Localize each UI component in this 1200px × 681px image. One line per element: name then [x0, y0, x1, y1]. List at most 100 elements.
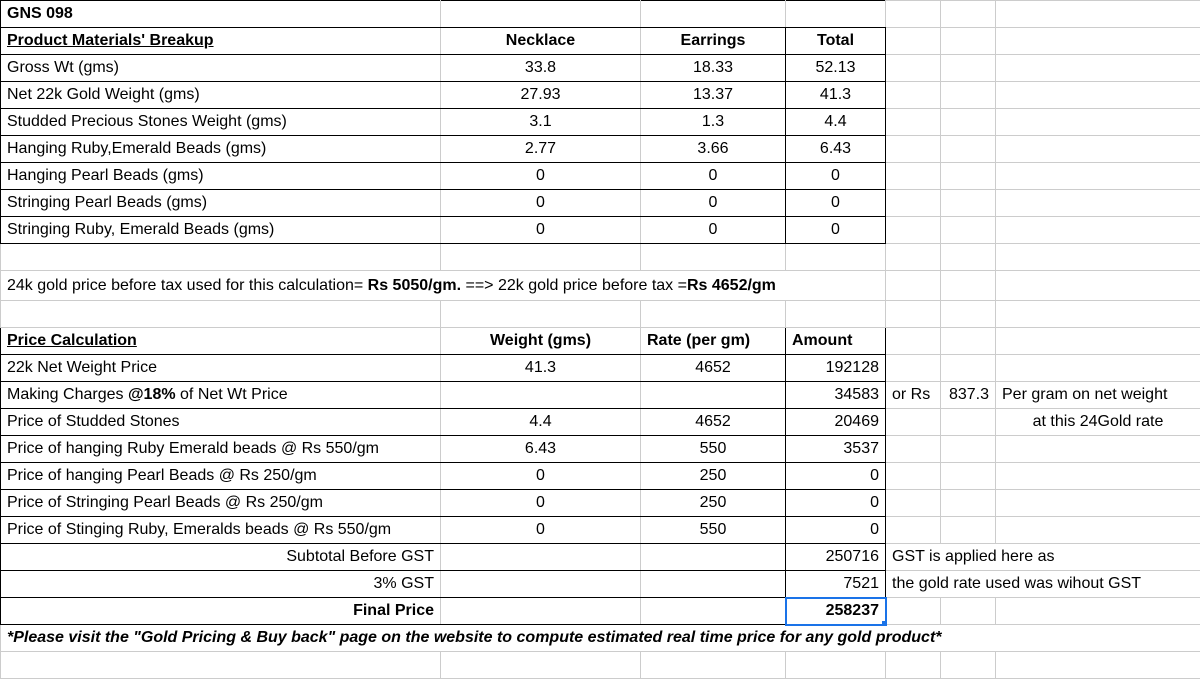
calc-label-making[interactable]: Making Charges @18% of Net Wt Price	[1, 382, 441, 409]
spreadsheet[interactable]: GNS 098 Product Materials' Breakup Neckl…	[0, 0, 1200, 679]
mat-label[interactable]: Hanging Ruby,Emerald Beads (gms)	[1, 136, 441, 163]
cell[interactable]	[941, 355, 996, 382]
calc-amt[interactable]: 3537	[786, 436, 886, 463]
calc-wt[interactable]: 0	[441, 463, 641, 490]
cell[interactable]	[996, 598, 1200, 625]
mat-necklace[interactable]: 0	[441, 190, 641, 217]
cell[interactable]	[886, 28, 941, 55]
cell[interactable]	[886, 463, 941, 490]
side-note[interactable]: Per gram on net weight	[996, 382, 1200, 409]
cell[interactable]	[941, 328, 996, 355]
cell[interactable]	[786, 301, 886, 328]
cell[interactable]	[996, 1, 1200, 28]
cell[interactable]	[996, 355, 1200, 382]
subtotal-label[interactable]: Subtotal Before GST	[1, 544, 441, 571]
cell[interactable]	[886, 82, 941, 109]
total-header[interactable]: Total	[786, 28, 886, 55]
calc-rate[interactable]: 4652	[641, 409, 786, 436]
cell[interactable]	[941, 28, 996, 55]
calc-amt[interactable]: 34583	[786, 382, 886, 409]
calc-rate[interactable]: 250	[641, 463, 786, 490]
mat-label[interactable]: Studded Precious Stones Weight (gms)	[1, 109, 441, 136]
amount-header[interactable]: Amount	[786, 328, 886, 355]
cell[interactable]	[886, 436, 941, 463]
cell[interactable]	[941, 490, 996, 517]
cell[interactable]	[941, 463, 996, 490]
cell[interactable]	[996, 190, 1200, 217]
calc-amt[interactable]: 20469	[786, 409, 886, 436]
cell[interactable]	[641, 598, 786, 625]
calc-label[interactable]: Price of hanging Ruby Emerald beads @ Rs…	[1, 436, 441, 463]
mat-earrings[interactable]: 1.3	[641, 109, 786, 136]
cell[interactable]	[941, 109, 996, 136]
cell[interactable]	[941, 217, 996, 244]
cell[interactable]	[886, 136, 941, 163]
cell[interactable]	[941, 136, 996, 163]
materials-header[interactable]: Product Materials' Breakup	[1, 28, 441, 55]
mat-label[interactable]: Gross Wt (gms)	[1, 55, 441, 82]
gst-note[interactable]: the gold rate used was wihout GST	[886, 571, 1200, 598]
cell[interactable]	[941, 163, 996, 190]
mat-earrings[interactable]: 0	[641, 190, 786, 217]
mat-total[interactable]: 0	[786, 217, 886, 244]
cell[interactable]	[996, 55, 1200, 82]
cell[interactable]	[641, 571, 786, 598]
cell[interactable]	[996, 517, 1200, 544]
cell[interactable]	[996, 136, 1200, 163]
cell[interactable]	[441, 571, 641, 598]
cell[interactable]	[996, 490, 1200, 517]
mat-earrings[interactable]: 0	[641, 163, 786, 190]
cell[interactable]	[996, 652, 1200, 679]
cell[interactable]	[996, 271, 1200, 301]
mat-necklace[interactable]: 27.93	[441, 82, 641, 109]
cell[interactable]	[441, 652, 641, 679]
cell[interactable]	[996, 301, 1200, 328]
cell[interactable]	[996, 109, 1200, 136]
calc-rate[interactable]: 250	[641, 490, 786, 517]
calc-amt[interactable]: 0	[786, 463, 886, 490]
subtotal-amt[interactable]: 250716	[786, 544, 886, 571]
cell[interactable]	[886, 1, 941, 28]
cell[interactable]	[886, 517, 941, 544]
cell[interactable]	[941, 190, 996, 217]
gst-note[interactable]: GST is applied here as	[886, 544, 1200, 571]
calc-label[interactable]: Price of hanging Pearl Beads @ Rs 250/gm	[1, 463, 441, 490]
cell[interactable]	[641, 544, 786, 571]
mat-total[interactable]: 0	[786, 190, 886, 217]
cell[interactable]	[886, 328, 941, 355]
cell[interactable]	[996, 436, 1200, 463]
cell[interactable]	[641, 301, 786, 328]
gold-price-note[interactable]: 24k gold price before tax used for this …	[1, 271, 886, 301]
calc-label[interactable]: Price of Studded Stones	[1, 409, 441, 436]
side-note[interactable]: 837.3	[941, 382, 996, 409]
cell[interactable]	[996, 28, 1200, 55]
weight-header[interactable]: Weight (gms)	[441, 328, 641, 355]
mat-total[interactable]: 52.13	[786, 55, 886, 82]
cell[interactable]	[886, 301, 941, 328]
cell[interactable]	[886, 244, 941, 271]
cell[interactable]	[941, 652, 996, 679]
calc-wt[interactable]: 6.43	[441, 436, 641, 463]
calc-wt[interactable]: 4.4	[441, 409, 641, 436]
calc-rate[interactable]: 550	[641, 436, 786, 463]
side-note[interactable]: at this 24Gold rate	[996, 409, 1200, 436]
cell[interactable]	[886, 217, 941, 244]
mat-total[interactable]: 4.4	[786, 109, 886, 136]
cell[interactable]	[441, 301, 641, 328]
cell[interactable]	[886, 190, 941, 217]
cell[interactable]	[941, 517, 996, 544]
cell[interactable]	[1, 301, 441, 328]
price-calc-header[interactable]: Price Calculation	[1, 328, 441, 355]
cell[interactable]	[886, 652, 941, 679]
cell[interactable]	[1, 652, 441, 679]
earrings-header[interactable]: Earrings	[641, 28, 786, 55]
cell[interactable]	[886, 598, 941, 625]
gst-amt[interactable]: 7521	[786, 571, 886, 598]
cell[interactable]	[886, 163, 941, 190]
calc-amt[interactable]: 0	[786, 517, 886, 544]
title-cell[interactable]: GNS 098	[1, 1, 441, 28]
calc-amt[interactable]: 0	[786, 490, 886, 517]
cell[interactable]	[786, 652, 886, 679]
calc-wt[interactable]: 0	[441, 490, 641, 517]
cell[interactable]	[886, 409, 941, 436]
